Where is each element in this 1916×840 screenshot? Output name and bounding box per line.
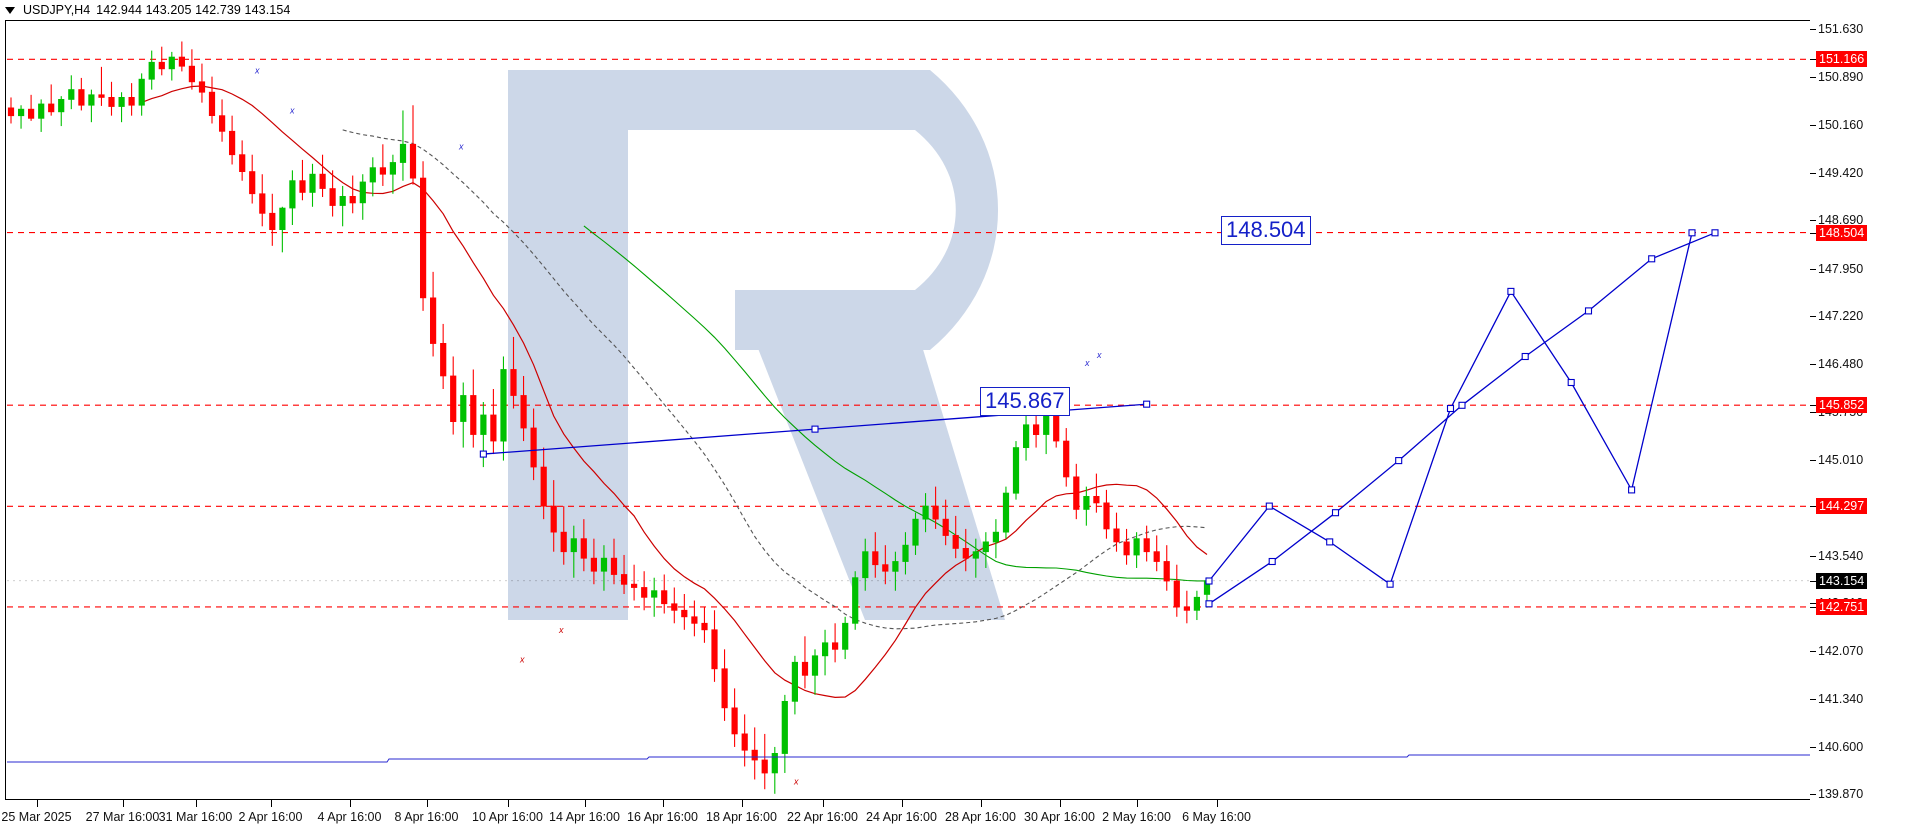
symbol-timeframe-label: USDJPY,H4 [23,3,91,17]
chart-header: USDJPY,H4 142.944 143.205 142.739 143.15… [0,0,290,20]
time-tick-label: 22 Apr 16:00 [787,810,858,824]
time-tick-label: 6 May 16:00 [1182,810,1251,824]
time-tick [1136,800,1138,807]
svg-text:x: x [458,142,464,152]
time-tick-label: 18 Apr 16:00 [706,810,777,824]
price-tick [1810,698,1816,700]
price-axis[interactable]: 151.630 151.166 150.890 150.160 149.420 148.6… [1810,0,1916,840]
svg-text:x: x [1084,358,1090,368]
price-tick-label: 139.870 [1818,787,1864,802]
current-price-label: 143.154 [1816,572,1868,589]
time-tick [980,800,982,807]
price-tick [1810,124,1816,126]
time-tick-label: 24 Apr 16:00 [866,810,937,824]
ohlc-values: 142.944 143.205 142.739 143.154 [96,3,291,17]
level-price-label: 148.504 [1816,224,1868,241]
svg-text:x: x [254,65,260,75]
price-tick [1810,411,1816,413]
price-tick-label: 148.690 [1818,213,1864,228]
time-tick-label: 31 Mar 16:00 [158,810,233,824]
time-tick [1059,800,1061,807]
target-label-lower: 145.867 [980,387,1070,417]
svg-text:x: x [558,625,564,635]
time-tick-label: 14 Apr 16:00 [549,810,620,824]
price-tick [1810,794,1816,796]
time-tick-label: 4 Apr 16:00 [317,810,382,824]
price-tick-label: 142.070 [1818,644,1864,659]
price-tick-label: 140.600 [1818,739,1864,754]
time-tick-label: 2 May 16:00 [1102,810,1171,824]
price-tick-label: 150.160 [1818,117,1864,132]
time-tick [1216,800,1218,807]
level-price-label: 145.852 [1816,397,1868,414]
time-tick [195,800,197,807]
price-tick [1810,172,1816,174]
price-tick [1810,651,1816,653]
price-tick [1810,580,1816,582]
time-tick-label: 28 Apr 16:00 [945,810,1016,824]
time-tick-label: 8 Apr 16:00 [394,810,459,824]
price-tick [1810,364,1816,366]
price-tick [1810,746,1816,748]
time-tick [901,800,903,807]
price-tick-label: 145.010 [1818,452,1864,467]
price-tick [1810,220,1816,222]
price-tick [1810,459,1816,461]
time-tick-label: 25 Mar 2025 [1,810,72,824]
level-price-label: 151.166 [1816,51,1868,68]
svg-text:x: x [289,106,295,116]
time-tick [507,800,509,807]
price-tick-label: 146.480 [1818,357,1864,372]
svg-text:x: x [519,654,525,664]
time-tick [36,800,38,807]
plot-frame [5,20,1810,800]
price-tick [1810,29,1816,31]
svg-text:x: x [1096,350,1102,360]
target-label-upper: 148.504 [1221,215,1311,245]
time-axis[interactable]: 25 Mar 2025 27 Mar 16:00 31 Mar 16:00 2 Apr… [0,800,1916,840]
time-tick [584,800,586,807]
price-tick [1810,316,1816,318]
time-tick [349,800,351,807]
price-tick [1810,405,1816,407]
level-price-label: 144.297 [1816,498,1868,515]
price-tick-label: 141.340 [1818,691,1864,706]
price-tick-label: 150.890 [1818,70,1864,85]
svg-text:x: x [793,777,799,787]
price-tick-label: 149.420 [1818,165,1864,180]
price-tick-label: 151.630 [1818,22,1864,37]
time-tick-label: 16 Apr 16:00 [627,810,698,824]
price-tick [1810,555,1816,557]
price-tick [1810,506,1816,508]
price-tick [1810,59,1816,61]
time-tick [426,800,428,807]
time-tick-label: 2 Apr 16:00 [238,810,303,824]
level-price-label: 142.751 [1816,598,1868,615]
chevron-down-icon[interactable] [5,6,15,14]
time-tick [122,800,124,807]
time-tick [270,800,272,807]
time-tick-label: 30 Apr 16:00 [1024,810,1095,824]
price-tick-label: 147.220 [1818,309,1864,324]
time-tick [822,800,824,807]
price-tick [1810,268,1816,270]
plot-top-border [5,20,1810,21]
price-tick [1810,603,1816,605]
price-tick [1810,77,1816,79]
time-tick [741,800,743,807]
time-tick-label: 10 Apr 16:00 [472,810,543,824]
price-tick [1810,606,1816,608]
price-tick [1810,232,1816,234]
time-tick [662,800,664,807]
time-tick-label: 27 Mar 16:00 [85,810,160,824]
price-tick-label: 147.950 [1818,261,1864,276]
price-tick-label: 143.540 [1818,548,1864,563]
